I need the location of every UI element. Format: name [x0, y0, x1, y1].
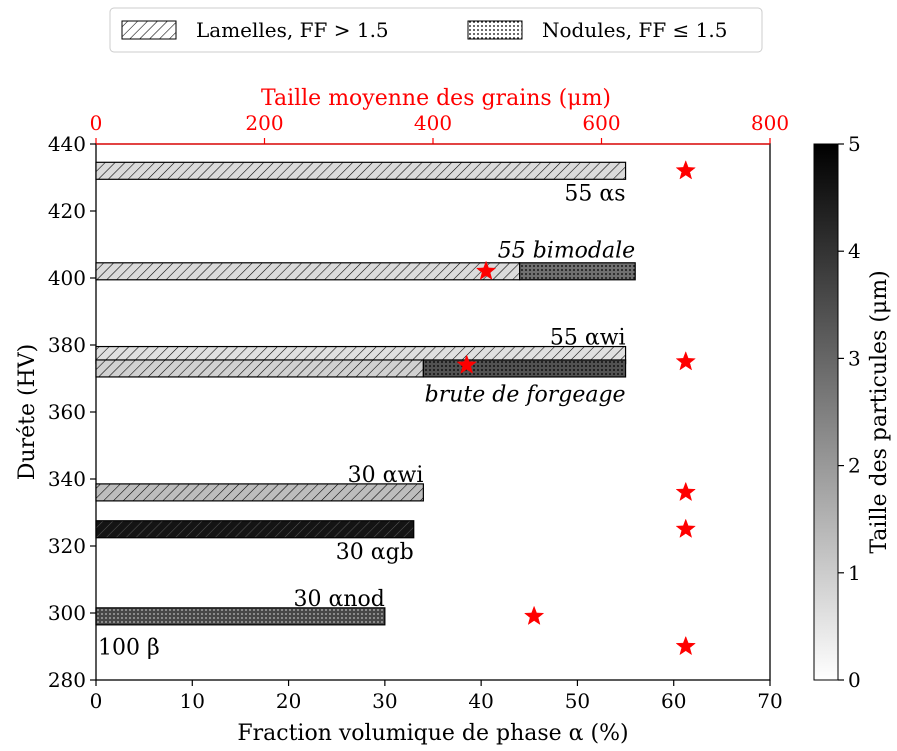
colorbar-tick-label: 3	[848, 346, 861, 370]
star-marker	[675, 518, 696, 538]
bar-label: 100 β	[98, 636, 160, 661]
bar-segment	[95, 359, 424, 378]
bar-segment	[95, 262, 521, 281]
top-tick-label: 600	[582, 111, 620, 135]
star-marker	[675, 351, 696, 371]
legend: Lamelles, FF > 1.5 Nodules, FF ≤ 1.5	[109, 7, 763, 53]
y-tick-label: 340	[48, 467, 86, 491]
x-tick-label: 20	[276, 689, 301, 713]
colorbar-tick-label: 2	[848, 454, 861, 478]
legend-label-nodules: Nodules, FF ≤ 1.5	[542, 18, 727, 42]
x-axis-title: Fraction volumique de phase α (%)	[237, 721, 628, 746]
top-axis-title: Taille moyenne des grains (μm)	[261, 86, 611, 111]
bar-label: brute de forgeage	[425, 383, 626, 408]
top-tick-label: 400	[414, 111, 452, 135]
y-tick-label: 300	[48, 601, 86, 625]
y-tick-label: 360	[48, 400, 86, 424]
colorbar-tick-label: 1	[848, 561, 861, 585]
y-tick-label: 420	[48, 199, 86, 223]
star-marker	[523, 605, 545, 626]
x-tick-label: 10	[180, 689, 205, 713]
star-marker	[675, 160, 696, 180]
x-tick-label: 60	[661, 689, 686, 713]
bar-label: 55 αwi	[550, 326, 626, 351]
bottom-axis: 0 10 20 30 40 50 60 70	[90, 680, 783, 713]
top-tick-label: 0	[90, 111, 103, 135]
star-marker	[675, 481, 696, 502]
bar-segment	[95, 161, 627, 180]
y-tick-label: 380	[48, 333, 86, 357]
star-marker	[475, 260, 497, 280]
x-tick-label: 30	[372, 689, 397, 713]
colorbar-gradient	[813, 143, 839, 681]
bar-label: 30 αgb	[336, 540, 414, 565]
legend-dots-swatch	[467, 20, 523, 40]
x-tick-label: 50	[565, 689, 590, 713]
y-tick-label: 440	[48, 132, 86, 156]
x-tick-label: 0	[90, 689, 103, 713]
bar-label: 55 αs	[564, 182, 625, 207]
bar-segment	[95, 520, 415, 539]
legend-label-lamelles: Lamelles, FF > 1.5	[196, 18, 389, 42]
bar-segment	[95, 483, 424, 502]
y-tick-label: 400	[48, 266, 86, 290]
legend-hatch-swatch	[121, 20, 177, 40]
plot-frame	[95, 143, 771, 681]
grain-size-points	[456, 160, 696, 656]
colorbar-tick-label: 0	[848, 668, 861, 692]
top-tick-label: 200	[245, 111, 283, 135]
star-marker	[456, 354, 477, 374]
x-tick-label: 70	[757, 689, 782, 713]
y-tick-label: 320	[48, 534, 86, 558]
bar-segment	[422, 359, 627, 378]
legend-frame	[109, 7, 763, 53]
colorbar-ticks: 0 1 2 3 4 5	[838, 132, 861, 692]
colorbar-title: Taille des particules (μm)	[867, 270, 892, 553]
top-tick-label: 800	[751, 111, 789, 135]
colorbar: 0 1 2 3 4 5 Taille des particules (μm)	[813, 132, 892, 692]
x-tick-label: 40	[468, 689, 493, 713]
bar-label: 55 bimodale	[498, 239, 635, 264]
top-axis: 0 200 400 600 800	[90, 111, 789, 144]
bar-segment	[519, 262, 636, 281]
star-marker	[675, 635, 696, 656]
bar-label: 30 αnod	[294, 587, 385, 612]
y-tick-label: 280	[48, 668, 86, 692]
bar-segment	[95, 607, 386, 626]
bars	[95, 161, 636, 626]
y-axis-title: Duréte (HV)	[15, 344, 40, 480]
bar-labels: 55 αs 55 bimodale 55 αwi brute de forgeage 3…	[98, 182, 635, 661]
colorbar-tick-label: 5	[848, 132, 861, 156]
colorbar-tick-label: 4	[848, 239, 861, 263]
bar-label: 30 αwi	[348, 463, 424, 488]
left-axis: 280 300 320 340 360 380 400 420 440	[48, 132, 96, 692]
